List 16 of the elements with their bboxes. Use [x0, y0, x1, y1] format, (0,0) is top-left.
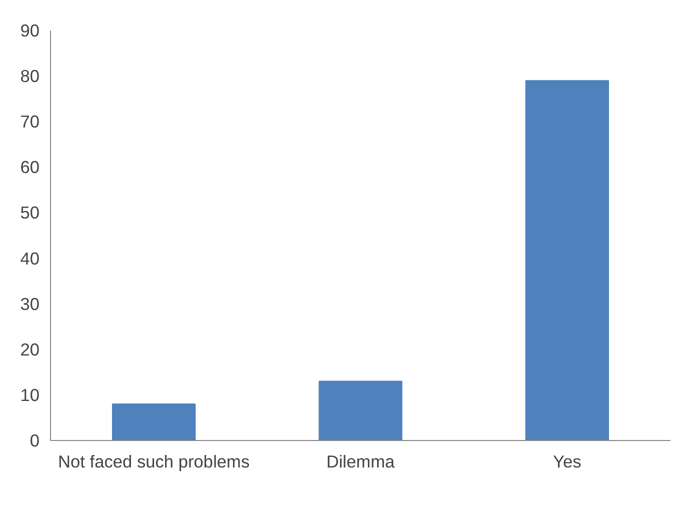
- bar: [112, 404, 196, 440]
- y-tick-label: 60: [20, 157, 40, 178]
- y-tick-label: 80: [20, 66, 40, 86]
- x-tick-label: Dilemma: [326, 452, 396, 472]
- bar: [525, 80, 609, 440]
- y-tick-label: 10: [20, 384, 40, 405]
- y-tick-label: 20: [20, 339, 40, 360]
- x-tick-label: Not faced such problems: [58, 452, 250, 472]
- y-tick-label: 30: [20, 294, 40, 314]
- y-tick-label: 0: [30, 430, 40, 450]
- y-tick-label: 90: [20, 20, 40, 40]
- x-tick-label: Yes: [553, 452, 582, 472]
- y-tick-label: 40: [20, 248, 40, 268]
- y-tick-label: 50: [20, 202, 40, 223]
- bar: [318, 380, 402, 440]
- y-tick-label: 70: [20, 112, 40, 132]
